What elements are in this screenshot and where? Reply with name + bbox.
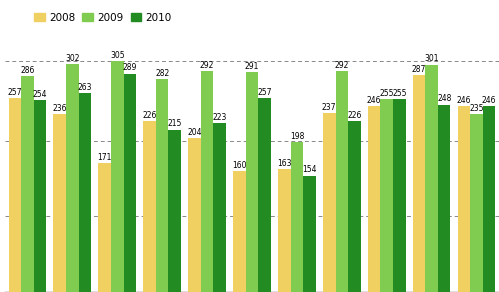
Bar [438,105,451,292]
Text: 235: 235 [469,104,484,113]
Bar [278,169,290,292]
Bar [348,121,361,292]
Bar [21,76,34,292]
Text: 257: 257 [257,88,272,97]
Bar [79,93,91,292]
Text: 160: 160 [232,161,247,170]
Text: 154: 154 [302,166,317,175]
Bar [143,121,156,292]
Bar [124,74,136,292]
Bar [66,64,79,292]
Text: 248: 248 [437,94,452,103]
Text: 282: 282 [155,69,169,78]
Bar [98,163,111,292]
Text: 246: 246 [457,96,471,105]
Text: 286: 286 [20,66,34,75]
Bar [34,100,46,292]
Bar [258,98,271,292]
Text: 255: 255 [379,89,394,98]
Bar [290,142,303,292]
Bar [53,114,66,292]
Bar [169,130,181,292]
Text: 198: 198 [290,132,304,141]
Text: 237: 237 [322,103,336,112]
Text: 204: 204 [187,128,202,137]
Text: 226: 226 [142,111,157,120]
Text: 215: 215 [168,119,182,128]
Text: 236: 236 [52,103,67,112]
Text: 263: 263 [78,83,92,92]
Text: 226: 226 [347,111,362,120]
Bar [458,106,470,292]
Bar [413,75,425,292]
Bar [246,72,258,292]
Bar [380,99,393,292]
Bar [156,79,169,292]
Bar [323,113,335,292]
Text: 257: 257 [7,88,22,97]
Text: 255: 255 [392,89,407,98]
Bar [201,71,214,292]
Text: 171: 171 [97,153,112,162]
Bar [111,62,124,292]
Bar [214,124,226,292]
Text: 289: 289 [123,63,137,72]
Bar [8,98,21,292]
Text: 302: 302 [65,54,80,62]
Text: 292: 292 [335,61,349,70]
Bar [470,114,483,292]
Bar [335,71,348,292]
Text: 301: 301 [424,54,439,63]
Text: 287: 287 [412,65,426,74]
Legend: 2008, 2009, 2010: 2008, 2009, 2010 [30,8,176,27]
Text: 246: 246 [482,96,497,105]
Text: 163: 163 [277,159,291,168]
Text: 246: 246 [367,96,381,105]
Bar [425,65,438,292]
Bar [483,106,496,292]
Bar [233,171,246,292]
Bar [393,99,406,292]
Text: 305: 305 [110,51,125,60]
Text: 254: 254 [33,90,47,99]
Bar [368,106,380,292]
Text: 292: 292 [200,61,214,70]
Text: 223: 223 [213,113,227,122]
Text: 291: 291 [245,62,259,71]
Bar [303,175,316,292]
Bar [188,138,201,292]
